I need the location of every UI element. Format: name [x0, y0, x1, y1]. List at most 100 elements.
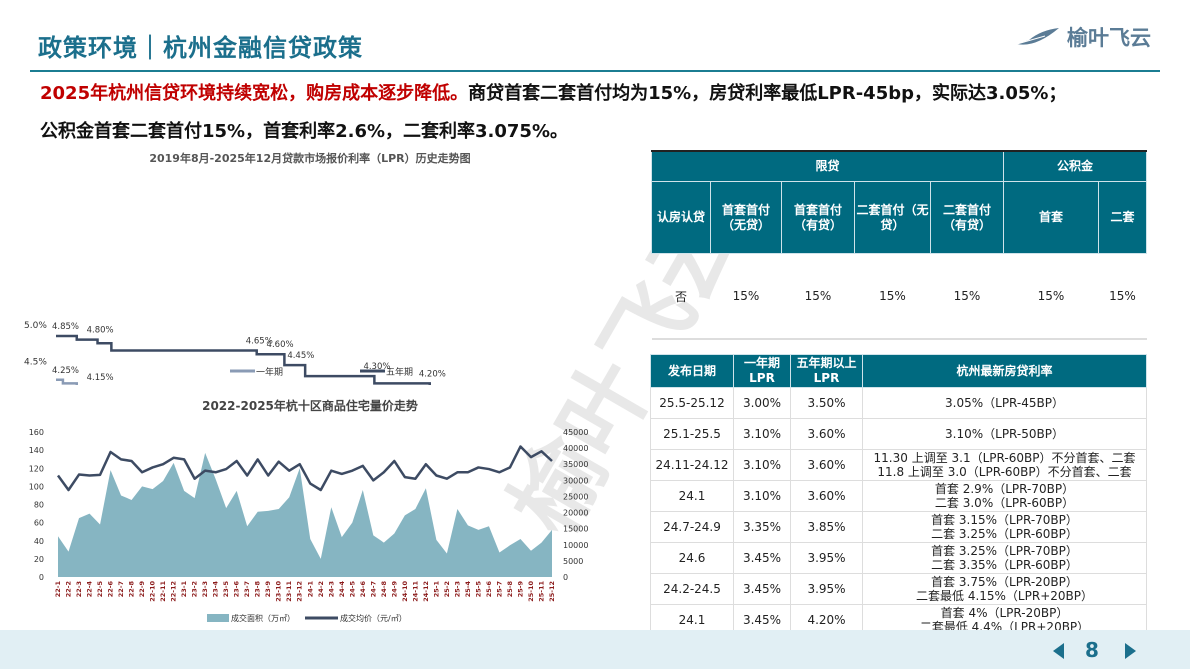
summary-line-1: 2025年杭州信贷环境持续宽松，购房成本逐步降低。商贷首套二套首付均为15%，房…: [40, 79, 1066, 105]
x-tick-label: 23-11: [285, 581, 293, 602]
table-row: 24.2-24.5 3.45% 3.95% 首套 3.75%（LPR-20BP） 二套最…: [650, 573, 1147, 605]
x-tick-label: 23-12: [296, 581, 304, 602]
y-right-tick-label: 5000: [563, 557, 583, 566]
price-line: [56, 445, 553, 492]
cell: 3.60%: [790, 418, 863, 450]
y-left-tick-label: 80: [34, 501, 44, 510]
table-row: 24.1 3.10% 3.60% 首套 2.9%（LPR-70BP） 二套 3.0%（L…: [650, 480, 1147, 512]
x-tick-label: 23-9: [264, 581, 272, 598]
lpr-chart: 2019年8月-2025年12月贷款市场报价利率（LPR）历史走势图3.0%3.…: [24, 151, 471, 385]
prev-page-icon[interactable]: [1053, 643, 1064, 659]
rate-line: 3.05%（LPR-45BP）: [945, 396, 1064, 410]
y-left-tick-label: 160: [29, 428, 44, 437]
rate-cell: 3.10%（LPR-50BP）: [862, 418, 1147, 450]
logo: 榆叶飞云: [1015, 22, 1151, 52]
x-tick-label: 24-9: [390, 581, 398, 598]
area-series: [58, 452, 552, 577]
logo-text: 榆叶飞云: [1067, 26, 1151, 50]
data-label: 4.65%: [246, 337, 273, 347]
rate-line: 11.8 上调至 3.0（LPR-60BP）不分首套、二套: [877, 465, 1132, 479]
x-tick-label: 24-1: [306, 581, 314, 598]
y-left-tick-label: 140: [29, 446, 44, 455]
data-label: 4.15%: [87, 373, 114, 383]
table-row: 24.11-24.12 3.10% 3.60% 11.30 上调至 3.1（LPR-6…: [650, 449, 1147, 481]
cell: 24.2-24.5: [650, 573, 734, 605]
col-header: 二套首付（无贷）: [854, 181, 931, 254]
cell: 3.45%: [733, 573, 791, 605]
legend-label: 一年期: [256, 366, 283, 378]
x-tick-label: 22-8: [128, 581, 136, 598]
table-row: 25.5-25.12 3.00% 3.50% 3.05%（LPR-45BP）: [650, 387, 1147, 419]
chart-title: 2022-2025年杭十区商品住宅量价走势: [202, 398, 418, 413]
leaf-icon: [1016, 28, 1059, 45]
cell: 3.85%: [790, 511, 863, 543]
cell: 3.00%: [733, 387, 791, 419]
data-label: 4.80%: [87, 326, 114, 336]
col-header: 首套首付（无贷）: [710, 181, 782, 254]
divider: [30, 70, 1160, 72]
y-left-tick-label: 100: [29, 482, 44, 491]
x-tick-label: 25-9: [516, 581, 524, 598]
x-tick-label: 22-7: [117, 581, 125, 597]
page-number: 8: [1085, 638, 1099, 662]
x-tick-label: 24-4: [338, 581, 346, 598]
x-tick-label: 23-6: [233, 581, 241, 598]
table-row: 25.1-25.5 3.10% 3.60% 3.10%（LPR-50BP）: [650, 418, 1147, 450]
table-row: 24.6 3.45% 3.95% 首套 3.25%（LPR-70BP） 二套 3.35%…: [650, 542, 1147, 574]
x-tick-label: 22-6: [107, 581, 115, 598]
x-tick-label: 22-12: [170, 581, 178, 602]
legend-label: 成交均价（元/㎡）: [340, 613, 407, 623]
y-right-tick-label: 25000: [563, 492, 588, 501]
summary-highlight: 2025年杭州信贷环境持续宽松，购房成本逐步降低。: [40, 83, 469, 104]
rate-line: 首套 2.9%（LPR-70BP）: [934, 482, 1075, 496]
x-tick-label: 22-2: [65, 581, 73, 597]
rate-line: 二套 3.25%（LPR-60BP）: [931, 527, 1078, 541]
y-right-tick-label: 40000: [563, 444, 588, 453]
rate-cell: 首套 3.15%（LPR-70BP） 二套 3.25%（LPR-60BP）: [862, 511, 1147, 543]
rate-line: 二套 3.0%（LPR-60BP）: [934, 496, 1075, 510]
col-header: 杭州最新房贷利率: [862, 354, 1147, 388]
x-tick-label: 22-11: [159, 581, 167, 602]
cell: 3.10%: [733, 449, 791, 481]
group-header: 限贷: [651, 150, 1004, 182]
x-tick-label: 23-10: [275, 581, 283, 602]
data-label: 4.25%: [52, 366, 79, 376]
x-tick-label: 23-4: [212, 581, 220, 598]
x-tick-label: 22-4: [86, 581, 94, 598]
rate-table: 发布日期 一年期LPR 五年期以上LPR 杭州最新房贷利率 25.5-25.12…: [650, 354, 1147, 636]
page-title: 政策环境｜杭州金融信贷政策: [38, 34, 363, 62]
cell: 15%: [854, 253, 931, 340]
cell: 3.45%: [733, 542, 791, 574]
chart-title: 2019年8月-2025年12月贷款市场报价利率（LPR）历史走势图: [149, 151, 470, 165]
rate-line: 二套最低 4.15%（LPR+20BP）: [916, 589, 1093, 603]
x-tick-label: 22-1: [54, 581, 62, 598]
x-tick-label: 25-4: [464, 581, 472, 598]
x-tick-label: 25-3: [453, 581, 461, 597]
x-tick-label: 24-6: [359, 581, 367, 598]
rate-cell: 首套 2.9%（LPR-70BP） 二套 3.0%（LPR-60BP）: [862, 480, 1147, 512]
rate-line: 11.30 上调至 3.1（LPR-60BP）不分首套、二套: [873, 451, 1136, 465]
legend-label: 成交面积（万㎡）: [231, 613, 295, 623]
x-tick-label: 22-9: [138, 581, 146, 598]
x-tick-label: 23-7: [243, 581, 251, 597]
legend-swatch: [207, 614, 229, 622]
footer: [0, 630, 1190, 669]
table-row: 24.7-24.9 3.35% 3.85% 首套 3.15%（LPR-70BP） 二套 …: [650, 511, 1147, 543]
rate-line: 首套 3.15%（LPR-70BP）: [931, 513, 1078, 527]
next-page-icon[interactable]: [1125, 643, 1136, 659]
table-row: 否 15% 15% 15% 15% 15% 15%: [651, 253, 1147, 340]
cell: 3.10%: [733, 480, 791, 512]
cell: 24.6: [650, 542, 734, 574]
x-tick-label: 24-2: [317, 581, 325, 597]
cell: 3.60%: [790, 449, 863, 481]
rate-line: 首套 4%（LPR-20BP）: [940, 606, 1069, 620]
x-tick-label: 22-3: [75, 581, 83, 597]
col-header: 二套首付（有贷）: [930, 181, 1004, 254]
cell: 3.35%: [733, 511, 791, 543]
cell: 3.10%: [733, 418, 791, 450]
y-right-tick-label: 0: [563, 573, 568, 582]
x-tick-label: 24-7: [369, 581, 377, 597]
series-line: [56, 334, 431, 385]
x-tick-label: 25-5: [474, 581, 482, 598]
x-tick-label: 23-2: [191, 581, 199, 597]
